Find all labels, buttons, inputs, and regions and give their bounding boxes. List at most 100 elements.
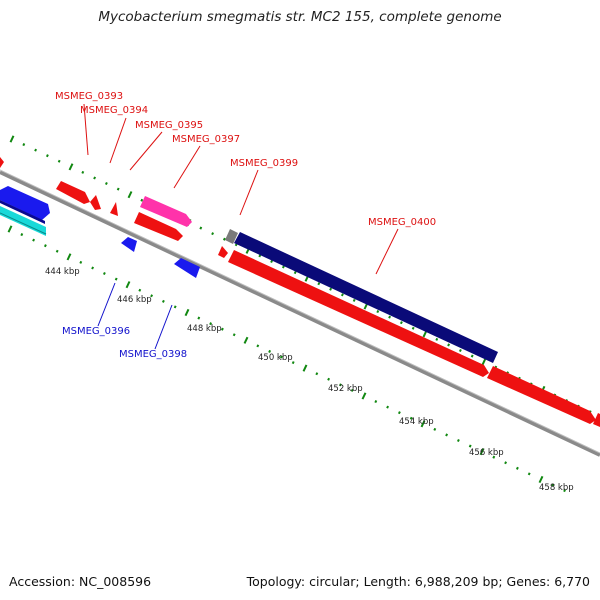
minor-tick <box>199 226 203 230</box>
major-tick <box>361 392 367 400</box>
gene-label[interactable]: MSMEG_0393 <box>55 91 123 102</box>
minor-tick <box>102 272 106 276</box>
minor-tick <box>258 254 262 258</box>
minor-tick <box>291 361 295 365</box>
minor-tick <box>456 438 460 443</box>
gene-arrow[interactable] <box>90 195 101 210</box>
minor-tick <box>445 433 449 437</box>
major-tick <box>68 163 74 171</box>
major-tick <box>9 135 15 143</box>
gene-arrow[interactable] <box>218 246 228 258</box>
major-tick <box>66 253 72 261</box>
minor-tick <box>91 266 95 270</box>
kbp-tick-label: 446 kbp <box>117 295 152 305</box>
gene-edge <box>0 212 47 235</box>
minor-tick <box>32 238 36 242</box>
gene-label[interactable]: MSMEG_0394 <box>80 105 148 116</box>
minor-tick <box>150 294 154 298</box>
gene-label-layer: MSMEG_0393 MSMEG_0394 MSMEG_0395 MSMEG_0397… <box>55 91 436 360</box>
minor-tick <box>315 372 319 376</box>
gene-arrow[interactable] <box>110 202 118 216</box>
minor-tick <box>43 244 47 248</box>
minor-tick <box>447 343 451 347</box>
minor-tick <box>232 333 236 337</box>
minor-tick <box>468 444 472 448</box>
gene-arrow[interactable] <box>140 196 192 227</box>
kbp-tick-label: 454 kbp <box>399 417 434 427</box>
major-tick <box>125 281 131 289</box>
minor-tick <box>93 176 97 180</box>
minor-tick <box>340 293 344 297</box>
minor-tick <box>81 170 85 174</box>
minor-tick <box>279 355 283 359</box>
minor-tick <box>270 259 274 263</box>
gene-arrow[interactable] <box>174 258 200 278</box>
gene-arrow[interactable] <box>0 157 4 168</box>
minor-tick <box>527 472 531 476</box>
kbp-tick-label: 456 kbp <box>469 448 504 458</box>
minor-tick <box>433 427 437 431</box>
minor-tick <box>374 400 378 404</box>
minor-tick <box>114 277 118 281</box>
minor-tick <box>492 455 496 459</box>
minor-tick <box>209 322 213 326</box>
minor-tick <box>470 354 474 358</box>
minor-tick <box>399 321 403 325</box>
major-tick <box>184 308 190 317</box>
gene-arrow[interactable] <box>234 232 498 363</box>
kbp-label-layer: 444 kbp 446 kbp 448 kbp 450 kbp 452 kbp 454 k… <box>45 267 574 493</box>
minor-tick <box>409 416 413 420</box>
map-title: Mycobacterium smegmatis str. MC2 155, co… <box>98 9 502 25</box>
major-tick <box>479 448 485 456</box>
minor-tick <box>293 271 297 275</box>
gene-arrow[interactable] <box>0 186 50 220</box>
minor-tick <box>79 260 83 264</box>
gene-arrow[interactable] <box>134 212 183 241</box>
gene-label[interactable]: MSMEG_0399 <box>230 158 298 169</box>
minor-tick <box>551 483 555 487</box>
minor-tick <box>55 249 59 253</box>
minor-tick <box>397 411 401 415</box>
minor-tick <box>504 461 508 465</box>
minor-tick <box>411 326 415 330</box>
accession-text: Accession: NC_008596 <box>9 574 152 589</box>
minor-tick <box>515 466 519 470</box>
minor-tick <box>352 298 356 302</box>
gene-label[interactable]: MSMEG_0400 <box>368 217 436 228</box>
major-tick <box>420 420 426 428</box>
kbp-tick-label: 444 kbp <box>45 267 80 277</box>
genome-summary: Topology: circular; Length: 6,988,209 bp… <box>246 574 590 589</box>
minor-tick <box>317 282 321 286</box>
gene-label[interactable]: MSMEG_0397 <box>172 134 240 145</box>
gene-arrow[interactable] <box>56 181 90 204</box>
minor-tick <box>256 344 260 348</box>
gene-arrow[interactable] <box>121 237 137 252</box>
minor-tick <box>197 316 201 320</box>
kbp-tick-label: 452 kbp <box>328 384 363 394</box>
gene-arrow[interactable] <box>0 200 45 224</box>
minor-tick <box>268 349 272 353</box>
gene-arrow[interactable] <box>225 229 238 244</box>
gene-label[interactable]: MSMEG_0395 <box>135 120 203 131</box>
minor-tick <box>458 348 462 353</box>
gene-arrow[interactable] <box>487 366 596 424</box>
minor-tick <box>45 154 49 158</box>
gene-label[interactable]: MSMEG_0396 <box>62 326 130 337</box>
minor-tick <box>338 383 342 387</box>
minor-tick <box>104 182 108 186</box>
minor-tick <box>350 388 354 392</box>
major-tick <box>481 358 487 366</box>
gene-label[interactable]: MSMEG_0398 <box>119 349 187 360</box>
minor-tick <box>563 489 567 493</box>
kbp-tick-label: 448 kbp <box>187 324 222 334</box>
minor-tick <box>140 198 144 202</box>
minor-tick <box>388 315 392 319</box>
gene-arrow[interactable] <box>593 413 600 427</box>
major-tick <box>243 336 249 344</box>
major-tick <box>127 191 133 199</box>
minor-tick <box>22 143 26 147</box>
minor-tick <box>435 337 439 341</box>
minor-tick <box>376 310 380 314</box>
gene-arrow[interactable] <box>228 250 489 377</box>
